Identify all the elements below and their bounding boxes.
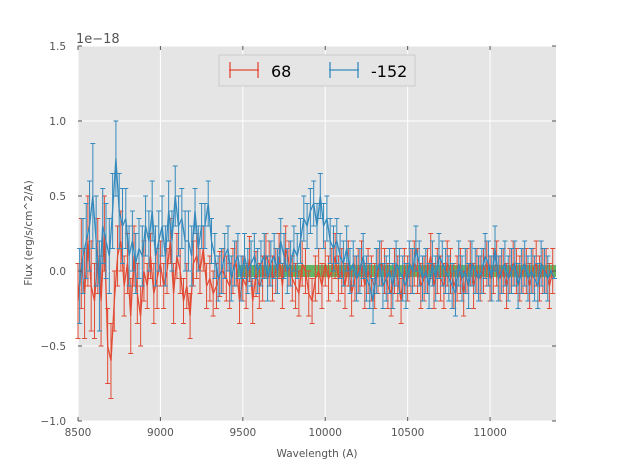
xtick-label-2: 9500 (229, 427, 256, 439)
xtick-label-5: 11000 (473, 427, 506, 439)
ytick-label-2: 0.0 (49, 266, 66, 278)
y-axis-label: Flux (erg/s/cm^2/A) (23, 180, 35, 285)
x-axis-label: Wavelength (A) (276, 448, 357, 460)
legend-swatch-68 (229, 62, 259, 78)
ytick-label-4: 1.0 (49, 116, 66, 128)
series-1 (77, 120, 557, 332)
ytick-label-0: −1.0 (41, 416, 67, 428)
ytick-label-1: −0.5 (41, 341, 67, 353)
xtick-label-4: 10500 (391, 427, 424, 439)
ytick-label-3: 0.5 (49, 191, 66, 203)
series-line-1 (78, 158, 555, 302)
y-offset-label: 1e−18 (76, 32, 120, 47)
legend-label-neg152: -152 (371, 62, 407, 81)
ticks: 8500 9000 9500 10000 10500 11000 −1.0 −0.5 0.0 0.… (41, 41, 556, 439)
legend-swatch-neg152 (329, 62, 359, 78)
xtick-label-0: 8500 (65, 427, 92, 439)
legend-label-68: 68 (271, 62, 291, 81)
legend: 68 -152 (218, 54, 416, 87)
xtick-label-3: 10000 (309, 427, 342, 439)
ytick-label-5: 1.5 (49, 41, 66, 53)
xtick-label-1: 9000 (147, 427, 174, 439)
series-0 (75, 195, 556, 399)
series-layer (75, 120, 557, 399)
